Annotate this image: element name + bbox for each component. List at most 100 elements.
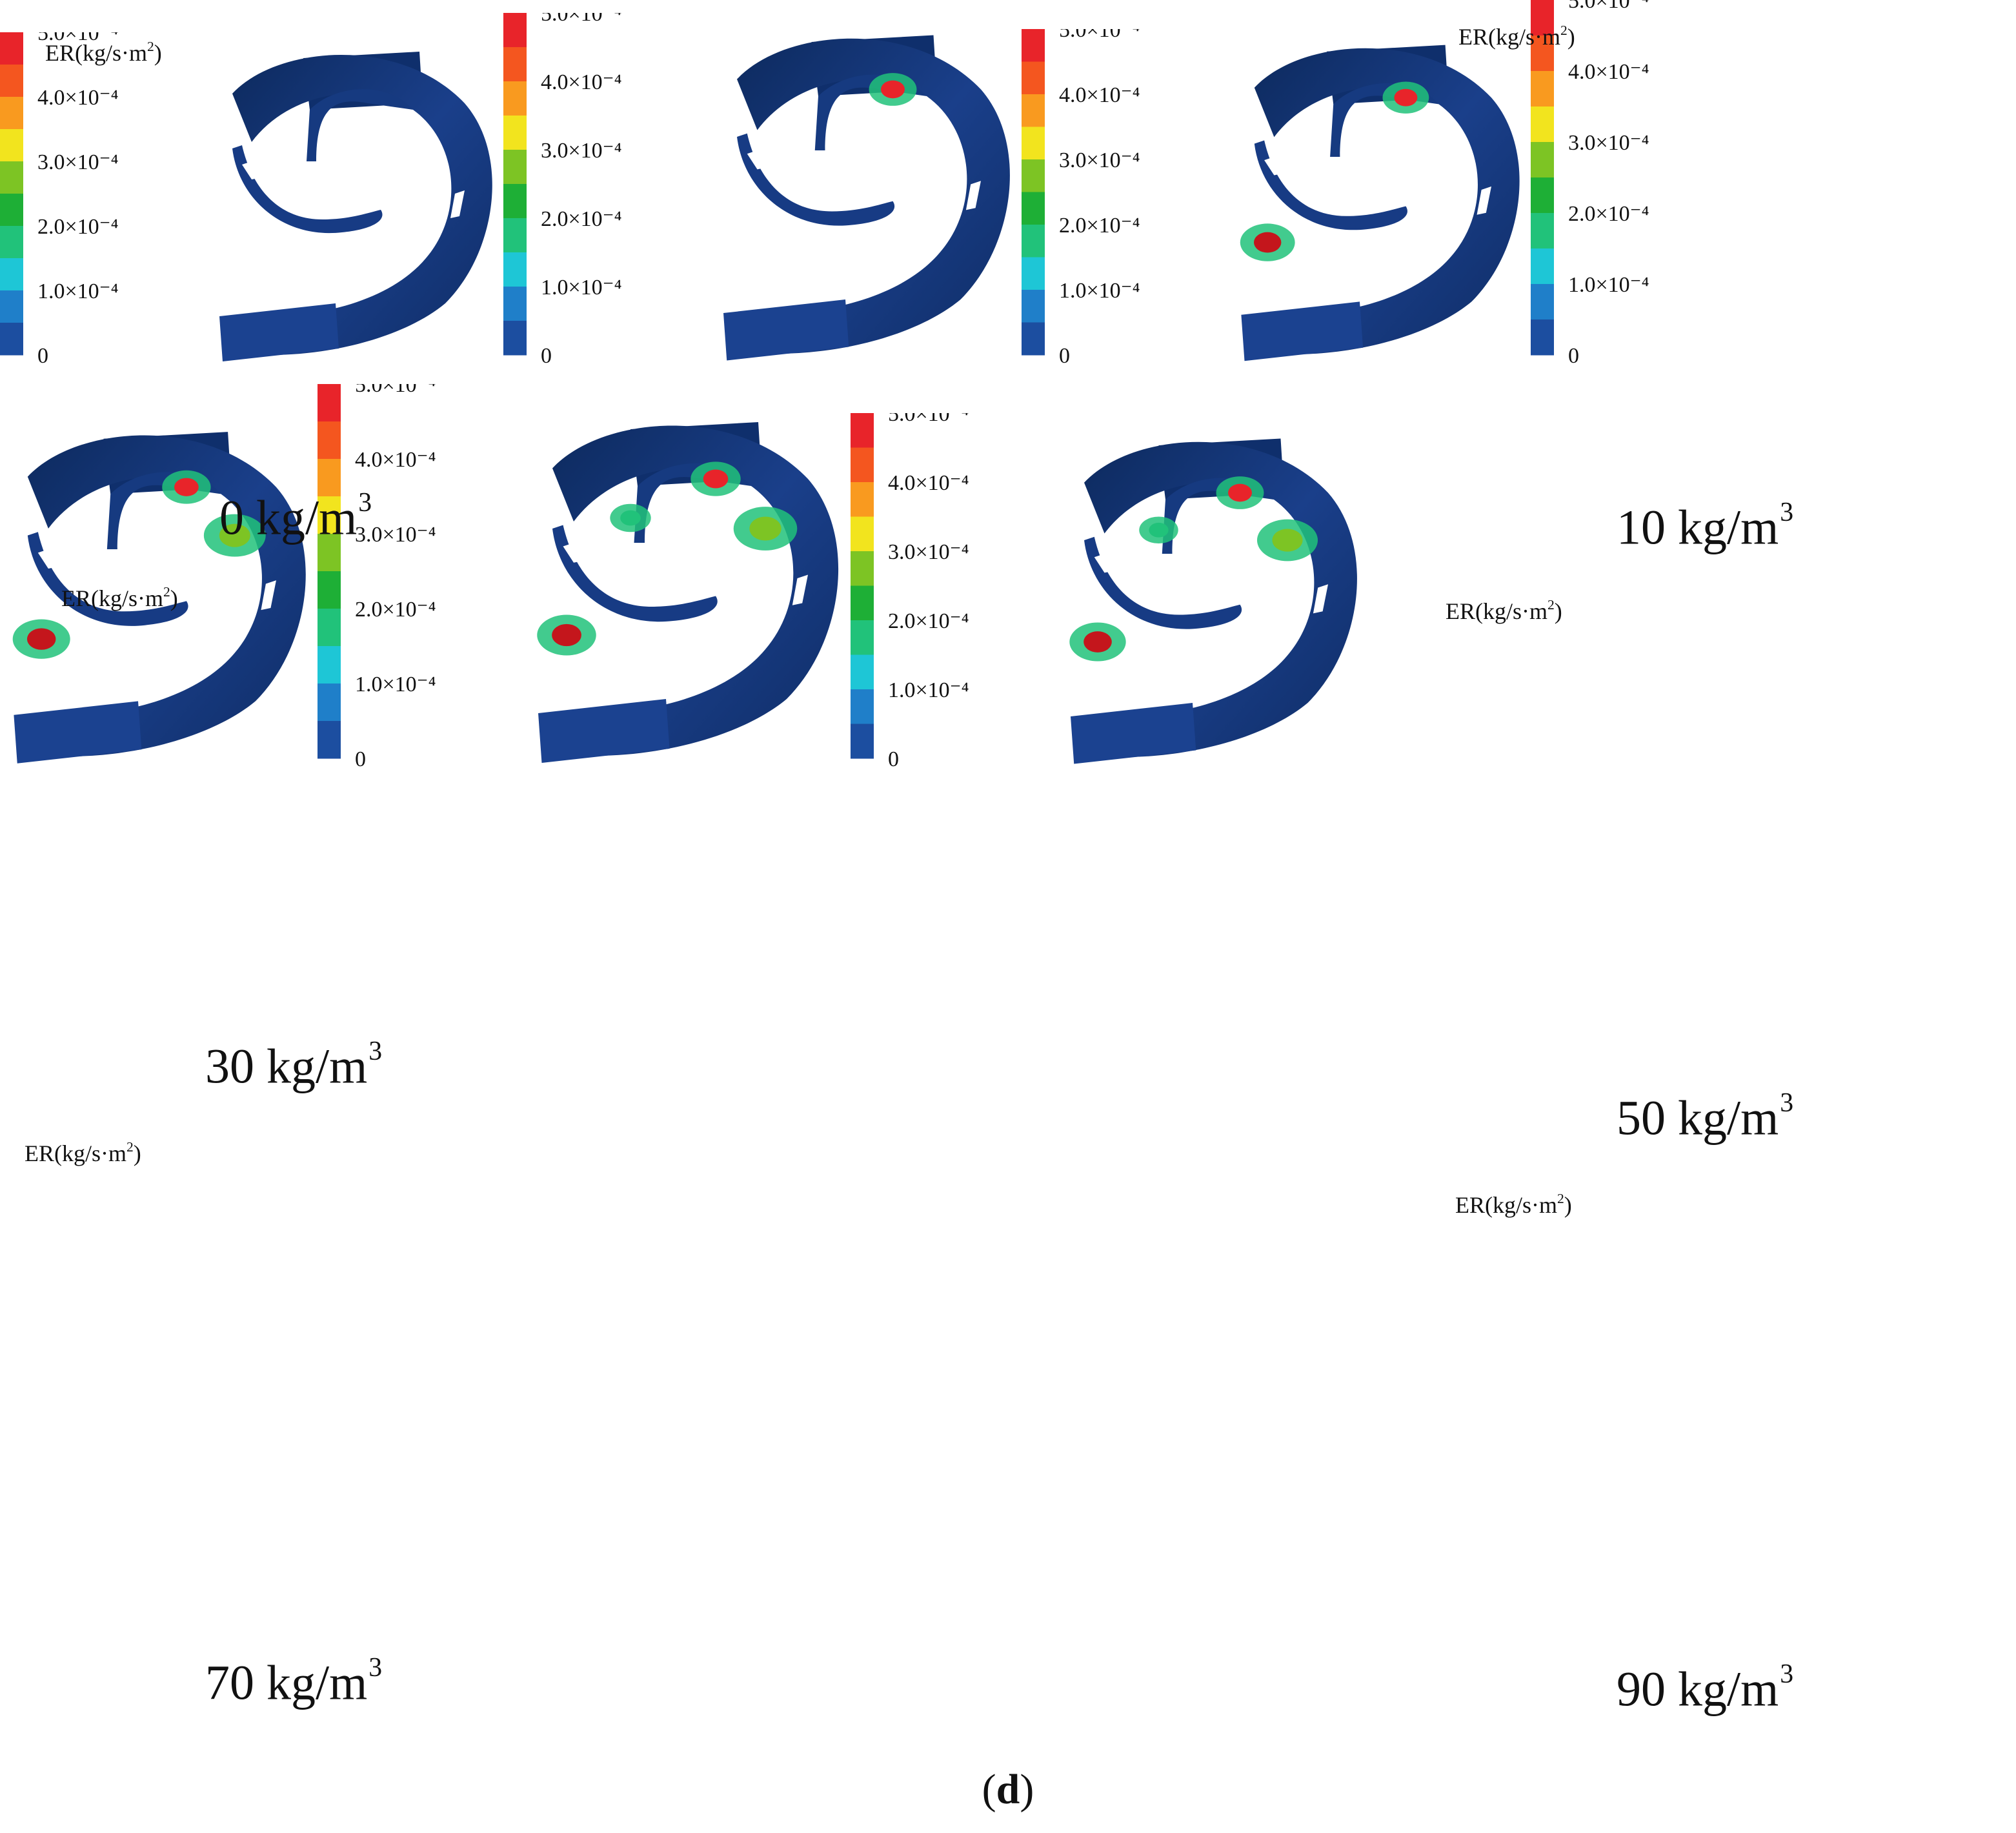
colorbar-segment <box>318 609 341 647</box>
colorbar-segment <box>318 646 341 684</box>
blade-outer-band <box>1254 48 1520 355</box>
colorbar-tick-label: 4.0×10⁻⁴ <box>1568 60 1649 84</box>
colorbar-title-text: ER(kg/s·m <box>1455 1192 1557 1219</box>
colorbar-tick-label: 0 <box>37 344 48 368</box>
colorbar-tick-label: 5.0×10⁻⁴ <box>541 13 621 26</box>
blade-bottom-plate <box>14 701 142 764</box>
blade-bottom-plate <box>219 303 339 361</box>
panel-caption: 70 kg/m3 <box>205 1652 382 1712</box>
colorbar-tick-label: 3.0×10⁻⁴ <box>355 523 436 547</box>
blade-outer-band <box>27 435 306 757</box>
blade-lower-curl <box>552 525 718 622</box>
colorbar-segment <box>503 116 527 150</box>
colorbar-title-text: ER(kg/s·m <box>1446 598 1547 625</box>
panel-caption-sup: 3 <box>1780 1659 1794 1689</box>
erosion-hotspot <box>1272 529 1303 552</box>
erosion-hotspot <box>1084 631 1113 653</box>
colorbar-segment <box>1022 94 1045 127</box>
blade-inner-band <box>307 89 413 161</box>
erosion-hotspot <box>1149 522 1169 538</box>
blade-outer-band <box>552 425 839 756</box>
colorbar-title-text: ER(kg/s·m <box>45 40 147 66</box>
colorbar-tick-label: 5.0×10⁻⁴ <box>888 413 969 426</box>
colorbar-segment <box>318 571 341 609</box>
colorbar-title-close: ) <box>1564 1192 1572 1219</box>
panel-caption-value: 90 kg/m <box>1617 1662 1779 1717</box>
colorbar-segment <box>503 218 527 253</box>
blade-bottom-plate <box>1241 301 1364 361</box>
colorbar-segment <box>1531 284 1555 320</box>
panel-caption: 0 kg/m3 <box>219 487 372 547</box>
colorbar-tick-label: 3.0×10⁻⁴ <box>37 150 118 174</box>
colorbar-title: ER(kg/s·m2) <box>45 39 162 66</box>
panel-caption-value: 10 kg/m <box>1617 500 1779 555</box>
colorbar-title-close: ) <box>1567 24 1575 50</box>
colorbar-tick-label: 0 <box>1059 344 1070 368</box>
colorbar-segment <box>0 161 23 194</box>
colorbar-tick-label: 2.0×10⁻⁴ <box>37 215 118 239</box>
blade-gap-mark <box>792 574 809 605</box>
colorbar-segment <box>0 226 23 259</box>
erosion-hotspot <box>219 523 250 547</box>
colorbar-tick-label: 1.0×10⁻⁴ <box>1568 273 1649 297</box>
blade-lower-curl <box>27 532 188 627</box>
colorbar-segment <box>1022 29 1045 62</box>
colorbar-tick-label: 5.0×10⁻⁴ <box>1568 0 1649 13</box>
panel-caption-sup: 3 <box>1780 498 1794 527</box>
panel-caption-value: 0 kg/m <box>219 491 358 545</box>
colorbar-tick-label: 3.0×10⁻⁴ <box>1568 131 1649 155</box>
blade-lower-curl <box>1254 140 1407 230</box>
colorbar-tick-label: 5.0×10⁻⁴ <box>1059 29 1140 42</box>
blade-bottom-plate <box>723 299 849 361</box>
colorbar-tick-label: 0 <box>1568 344 1579 368</box>
panel-caption: 30 kg/m3 <box>205 1036 382 1095</box>
colorbar-title-close: ) <box>133 1140 141 1167</box>
colorbar-segment <box>851 689 874 724</box>
colorbar-tick-label: 1.0×10⁻⁴ <box>37 279 118 303</box>
colorbar-segment <box>851 724 874 759</box>
colorbar-segment <box>318 684 341 722</box>
erosion-hotspot <box>620 510 641 526</box>
colorbar-title-sup: 2 <box>1560 23 1567 38</box>
colorbar-segment <box>1531 0 1555 36</box>
colorbar-title-sup: 2 <box>126 1139 134 1155</box>
colorbar-segment <box>851 447 874 483</box>
erosion-hotspot <box>26 628 56 650</box>
blade-outer-band <box>1084 441 1358 757</box>
blade-outer-band <box>232 55 492 355</box>
colorbar-title-sup: 2 <box>147 39 154 54</box>
colorbar-title: ER(kg/s·m2) <box>1458 23 1575 50</box>
colorbar-title-text: ER(kg/s·m <box>1458 24 1560 50</box>
colorbar-segment <box>1022 127 1045 160</box>
impeller-blade-erosion-contour <box>723 35 1010 361</box>
blade-bottom-plate <box>538 699 670 763</box>
impeller-blade-erosion-contour <box>1069 438 1358 810</box>
impeller-blade-erosion-contour <box>219 52 492 361</box>
colorbar-segment <box>0 290 23 323</box>
colorbar-segment <box>318 534 341 572</box>
colorbar-segment <box>1022 192 1045 225</box>
colorbar-segment <box>1022 159 1045 192</box>
colorbar-title-sup: 2 <box>163 584 170 600</box>
panel-caption: 10 kg/m3 <box>1617 497 1793 556</box>
figure-label-close: ) <box>1020 1766 1034 1813</box>
colorbar-segment <box>851 516 874 552</box>
blade-gap-mark <box>1264 157 1284 176</box>
colorbar-tick-label: 0 <box>888 747 899 771</box>
blade-gap-mark <box>747 150 768 170</box>
colorbar-title-text: ER(kg/s·m <box>25 1140 126 1167</box>
colorbar: 5.0×10⁻⁴4.0×10⁻⁴3.0×10⁻⁴2.0×10⁻⁴1.0×10⁻⁴… <box>318 373 436 771</box>
figure-label-letter: d <box>996 1766 1020 1813</box>
colorbar-segment <box>851 585 874 621</box>
blade-lower-curl <box>1084 536 1242 629</box>
colorbar-tick-label: 3.0×10⁻⁴ <box>541 139 621 163</box>
blade-gap-mark <box>965 181 981 210</box>
colorbar-segment <box>0 323 23 356</box>
colorbar-segment <box>851 551 874 586</box>
colorbar-title: ER(kg/s·m2) <box>25 1139 141 1167</box>
colorbar-segment <box>1531 319 1555 356</box>
colorbar-segment <box>0 194 23 227</box>
colorbar: 5.0×10⁻⁴4.0×10⁻⁴3.0×10⁻⁴2.0×10⁻⁴1.0×10⁻⁴… <box>0 21 118 368</box>
colorbar-segment <box>503 184 527 219</box>
colorbar-tick-label: 0 <box>355 747 366 771</box>
